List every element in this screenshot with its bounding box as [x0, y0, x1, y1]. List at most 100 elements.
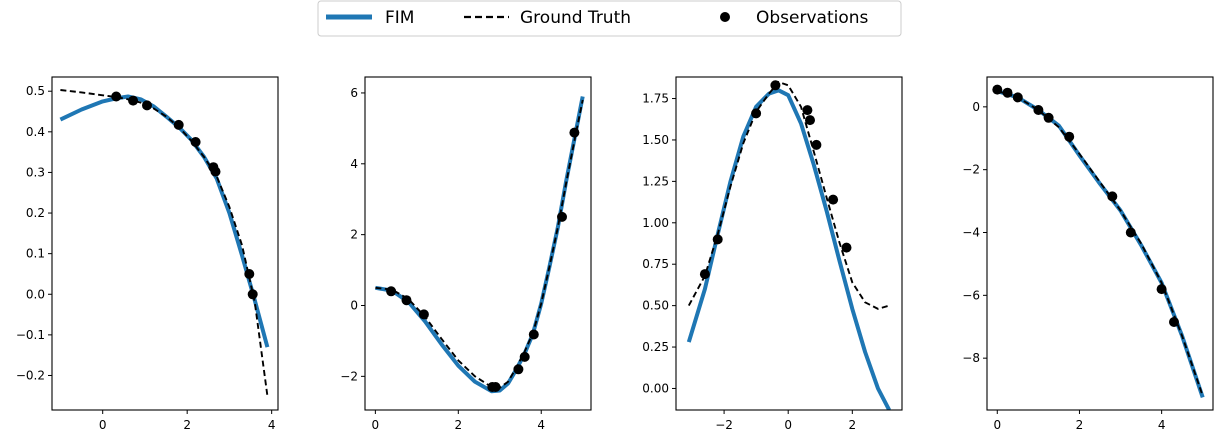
- observation-point: [1156, 284, 1167, 295]
- ground-truth-line: [687, 81, 890, 310]
- ground-truth-line: [375, 99, 584, 389]
- observation-point: [1107, 191, 1118, 202]
- observation-point: [841, 242, 852, 253]
- legend: FIM Ground Truth Observations: [317, 0, 902, 37]
- y-tick-label: −0.1: [16, 328, 45, 342]
- observation-point: [751, 108, 762, 119]
- observation-point: [1125, 227, 1136, 238]
- x-tick-label: 4: [268, 418, 276, 432]
- observation-point: [811, 139, 822, 150]
- x-tick-label: 2: [848, 418, 856, 432]
- observation-point: [401, 295, 412, 306]
- axes-frame: [986, 76, 1214, 411]
- observation-point: [513, 364, 524, 375]
- observation-point: [244, 269, 255, 279]
- y-tick-label: −6: [962, 288, 980, 302]
- x-tick-label: 0: [372, 418, 380, 432]
- plot-area: [686, 80, 891, 410]
- plot-area: [375, 96, 585, 394]
- y-tick-label: 0.5: [26, 84, 45, 98]
- observation-point: [802, 105, 813, 116]
- fim-line: [996, 89, 1205, 399]
- y-tick-label: −4: [962, 226, 980, 240]
- y-tick-label: 0.2: [26, 206, 45, 220]
- observation-point: [1043, 112, 1054, 123]
- observation-point: [142, 100, 152, 111]
- observation-point: [557, 211, 567, 222]
- observation-point: [699, 269, 710, 280]
- axes-frame: [675, 76, 903, 411]
- y-tick-label: 6: [350, 86, 358, 100]
- x-tick-label: −2: [715, 418, 733, 432]
- observation-point: [128, 95, 139, 106]
- observation-point: [569, 127, 580, 138]
- observation-point: [173, 119, 184, 130]
- y-tick-label: 0: [350, 298, 358, 312]
- observation-point: [770, 80, 781, 91]
- y-tick-label: 0.4: [26, 125, 45, 139]
- y-tick-label: 0.25: [642, 340, 669, 354]
- observation-point: [490, 382, 501, 392]
- x-tick-label: 2: [1076, 418, 1084, 432]
- observation-point: [386, 286, 397, 297]
- observation-point: [1169, 317, 1179, 327]
- observation-point: [712, 234, 723, 245]
- legend-frame: [317, 0, 902, 37]
- ground-truth-line: [60, 89, 269, 396]
- observation-point: [190, 137, 201, 147]
- legend-label-fim: FIM: [385, 8, 414, 28]
- y-tick-label: 0.00: [642, 381, 669, 395]
- subplot-1: 0 2 4 0.5 0.4 0.3 0.2 0.1 0.0 −0.1 −0.2: [16, 76, 279, 432]
- y-tick-label: 0.75: [642, 257, 669, 271]
- x-tick-label: 4: [1158, 418, 1166, 432]
- plot-area: [59, 89, 270, 396]
- y-tick-label: −0.2: [16, 368, 45, 382]
- y-tick-label: 4: [350, 157, 358, 171]
- x-tick-label: 4: [537, 418, 545, 432]
- legend-label-observations: Observations: [756, 8, 869, 28]
- ground-truth-line: [997, 90, 1204, 397]
- y-tick-label: 0.50: [642, 299, 669, 313]
- observation-point: [528, 329, 539, 340]
- plot-area: [992, 84, 1205, 399]
- y-tick-label: 1.25: [642, 174, 669, 188]
- observation-point: [111, 91, 122, 102]
- legend-label-ground-truth: Ground Truth: [520, 8, 631, 28]
- observation-point: [519, 351, 530, 362]
- observation-point: [1012, 92, 1023, 103]
- y-tick-label: 1.50: [642, 133, 669, 147]
- subplot-4: 0 2 4 0 −2 −4 −6 −8: [962, 76, 1214, 432]
- observation-point: [1002, 87, 1013, 98]
- panels: 0 2 40.50.40.30.20.10.0−0.1−0.20 2 46420−2−2…: [16, 76, 1214, 432]
- y-tick-label: 0.3: [26, 165, 45, 179]
- y-tick-label: 2: [350, 228, 358, 242]
- observation-point: [247, 289, 258, 300]
- y-tick-label: −8: [962, 351, 980, 365]
- subplot-3: −2 0 2 1.75 1.50 1.25 1.00 0.75 0.50 0.25 0.00: [642, 76, 903, 432]
- x-tick-label: 0: [993, 418, 1001, 432]
- fim-line: [59, 94, 270, 348]
- x-tick-label: 0: [784, 418, 792, 432]
- observation-point: [805, 115, 815, 126]
- legend-observations-marker: [720, 12, 730, 22]
- x-tick-label: 0: [99, 418, 107, 432]
- y-tick-label: −2: [340, 369, 358, 383]
- y-tick-label: 0.0: [26, 287, 45, 301]
- observation-point: [418, 309, 429, 320]
- y-tick-label: 1.75: [642, 92, 669, 106]
- observation-point: [1064, 131, 1075, 142]
- subplot-2: 0 2 4 6 4 2 0 −2: [340, 76, 592, 432]
- observation-point: [210, 166, 221, 177]
- y-tick-label: 0.1: [26, 247, 45, 261]
- observation-point: [992, 84, 1003, 95]
- y-tick-label: 0: [972, 100, 980, 114]
- y-tick-label: −2: [962, 163, 980, 177]
- fim-line: [686, 88, 891, 410]
- x-tick-label: 2: [454, 418, 462, 432]
- x-tick-label: 2: [183, 418, 191, 432]
- axes-frame: [364, 76, 592, 411]
- y-tick-label: 1.00: [642, 216, 669, 230]
- observation-point: [1033, 105, 1044, 115]
- observation-point: [828, 194, 839, 205]
